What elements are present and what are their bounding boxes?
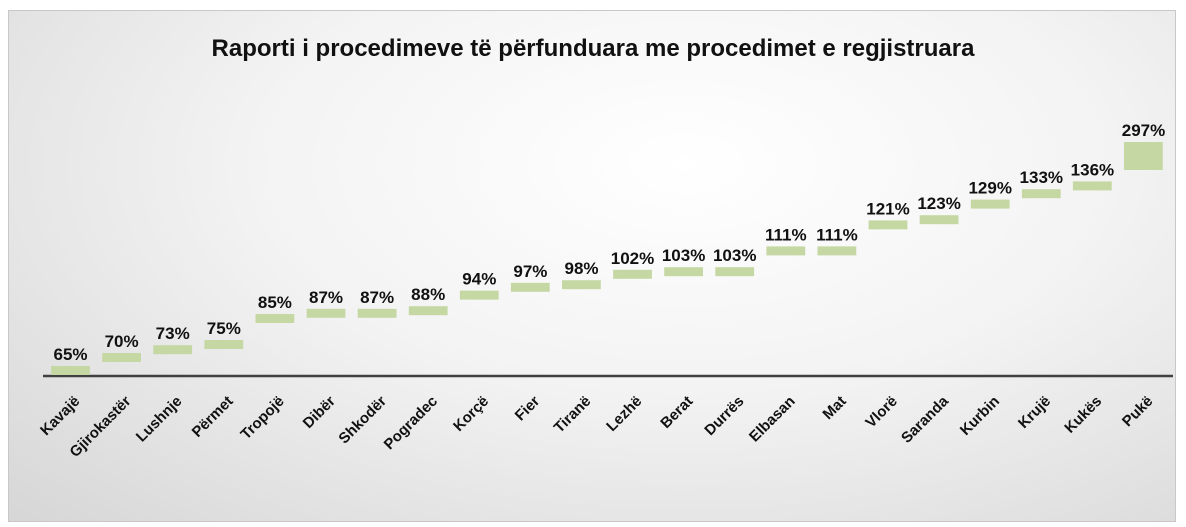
data-label: 123% xyxy=(917,194,960,213)
data-label: 87% xyxy=(360,288,394,307)
category-label: Elbasan xyxy=(746,393,799,446)
data-label: 111% xyxy=(765,225,807,244)
bar-lushnje[interactable] xyxy=(153,345,193,355)
chart-title: Raporti i procedimeve të përfunduara me … xyxy=(211,35,975,62)
category-label: Dibër xyxy=(300,393,339,432)
category-label: Krujë xyxy=(1015,393,1054,432)
bar-korçë[interactable] xyxy=(459,290,499,300)
bar-përmet[interactable] xyxy=(204,340,244,349)
category-label: Mat xyxy=(819,393,849,423)
bar-dibër[interactable] xyxy=(306,308,346,318)
category-label: Saranda xyxy=(898,392,952,446)
category-label: Lezhë xyxy=(603,393,645,435)
category-label: Kavajë xyxy=(37,393,83,439)
bar-saranda[interactable] xyxy=(919,215,959,225)
category-label: Kurbin xyxy=(957,393,1003,439)
bar-mat[interactable] xyxy=(817,246,857,256)
bar-kukës[interactable] xyxy=(1072,181,1112,191)
data-label: 136% xyxy=(1071,160,1114,179)
chart-frame: Raporti i procedimeve të përfunduara me … xyxy=(8,10,1176,522)
data-label: 98% xyxy=(564,259,598,278)
data-label: 65% xyxy=(53,345,87,364)
data-label: 97% xyxy=(513,262,547,281)
chart-plot: 65%Kavajë70%Gjirokastër73%Lushnje75%Përm… xyxy=(37,121,1173,461)
bar-tropojë[interactable] xyxy=(255,314,295,323)
category-label: Durrës xyxy=(701,393,747,439)
data-label: 103% xyxy=(713,246,756,265)
category-label: Tiranë xyxy=(551,393,595,437)
bar-elbasan[interactable] xyxy=(766,246,806,256)
data-label: 297% xyxy=(1122,121,1165,140)
bar-kurbin[interactable] xyxy=(970,199,1010,209)
bar-kavajë[interactable] xyxy=(51,366,90,375)
data-label: 73% xyxy=(156,324,190,343)
data-label: 87% xyxy=(309,288,343,307)
bar-fier[interactable] xyxy=(510,282,550,292)
data-label: 111% xyxy=(816,225,858,244)
category-label: Tropojë xyxy=(237,393,287,443)
data-label: 88% xyxy=(411,285,445,304)
bar-tiranë[interactable] xyxy=(562,280,601,290)
data-label: 75% xyxy=(207,319,241,338)
bar-krujë[interactable] xyxy=(1021,189,1061,199)
data-label: 129% xyxy=(968,179,1011,198)
data-label: 121% xyxy=(866,199,909,218)
category-label: Pogradec xyxy=(381,393,441,453)
bar-durrës[interactable] xyxy=(715,267,755,277)
data-label: 85% xyxy=(258,293,292,312)
category-label: Vlorë xyxy=(862,393,901,432)
data-label: 103% xyxy=(662,246,705,265)
category-label: Berat xyxy=(657,393,696,432)
category-label: Përmet xyxy=(189,393,237,441)
bar-lezhë[interactable] xyxy=(613,269,652,279)
bar-vlorë[interactable] xyxy=(868,220,908,230)
bar-berat[interactable] xyxy=(664,267,703,277)
bar-gjirokastër[interactable] xyxy=(102,353,141,362)
category-label: Korçë xyxy=(450,393,492,435)
bar-pukë[interactable] xyxy=(1124,142,1163,170)
bar-shkodër[interactable] xyxy=(357,308,397,318)
category-label: Lushnje xyxy=(133,393,186,446)
category-label: Kukës xyxy=(1061,393,1105,437)
data-label: 133% xyxy=(1020,168,1063,187)
data-label: 102% xyxy=(611,249,654,268)
category-label: Fier xyxy=(512,393,544,425)
category-label: Pukë xyxy=(1119,393,1156,430)
data-label: 70% xyxy=(105,332,139,351)
data-label: 94% xyxy=(462,270,496,289)
bar-pogradec[interactable] xyxy=(408,306,448,316)
